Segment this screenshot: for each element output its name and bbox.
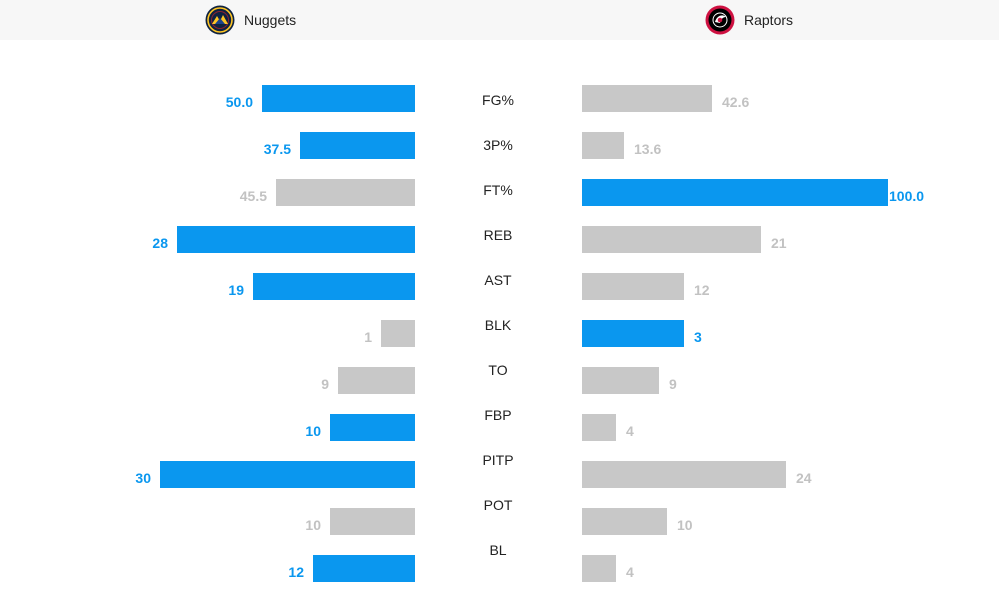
away-value-label: 24	[796, 470, 812, 486]
home-value-label: 1	[364, 329, 372, 345]
away-value-label: 4	[626, 423, 634, 439]
away-bar	[582, 367, 659, 394]
home-value-label: 19	[228, 282, 244, 298]
home-bar	[338, 367, 415, 394]
home-bar	[330, 508, 415, 535]
away-team[interactable]: Raptors	[705, 4, 793, 36]
away-bar	[582, 508, 667, 535]
away-value-label: 100.0	[889, 188, 925, 204]
home-value-label: 10	[305, 517, 321, 533]
home-bar	[160, 461, 415, 488]
home-bar	[253, 273, 415, 300]
home-bar	[177, 226, 415, 253]
away-bar	[582, 555, 616, 582]
category-label: FG%	[482, 92, 514, 108]
raptors-logo-icon	[705, 5, 735, 35]
category-label: FBP	[484, 407, 512, 423]
away-value-label: 4	[626, 564, 634, 580]
away-bar	[582, 226, 761, 253]
away-value-label: 21	[771, 235, 787, 251]
nuggets-logo-icon	[205, 5, 235, 35]
team-stats-comparison-chart: FG% 50.0 42.6 3P% 37.5 13.6 FT% 45.5 100.0 REB 28 2…	[0, 40, 999, 600]
home-value-label: 10	[305, 423, 321, 439]
category-label: BL	[489, 542, 507, 558]
away-value-label: 12	[694, 282, 710, 298]
away-value-label: 3	[694, 329, 702, 345]
home-value-label: 28	[152, 235, 168, 251]
away-bar	[582, 85, 712, 112]
category-label: REB	[483, 227, 513, 243]
home-bar	[330, 414, 415, 441]
home-value-label: 37.5	[263, 141, 291, 157]
category-label: BLK	[484, 317, 512, 333]
away-bar	[582, 461, 786, 488]
category-label: AST	[484, 272, 512, 288]
away-team-name: Raptors	[744, 12, 794, 28]
away-bar	[582, 132, 624, 159]
home-value-label: 9	[321, 376, 329, 392]
away-bar	[582, 320, 684, 347]
category-label: FT%	[483, 182, 513, 198]
home-bar	[276, 179, 415, 206]
home-bar	[313, 555, 415, 582]
home-value-label: 50.0	[225, 94, 253, 110]
category-label: PITP	[482, 452, 514, 468]
home-bar	[300, 132, 415, 159]
category-label: 3P%	[483, 137, 513, 153]
home-bar	[381, 320, 415, 347]
category-label: TO	[488, 362, 508, 378]
home-value-label: 30	[135, 470, 151, 486]
away-bar	[582, 179, 888, 206]
away-value-label: 10	[677, 517, 693, 533]
home-value-label: 45.5	[239, 188, 267, 204]
teams-header: Nuggets Raptors	[0, 0, 999, 40]
away-value-label: 42.6	[722, 94, 750, 110]
category-label: POT	[483, 497, 513, 513]
home-bar	[262, 85, 415, 112]
away-bar	[582, 414, 616, 441]
home-value-label: 12	[288, 564, 304, 580]
home-team[interactable]: Nuggets	[205, 4, 296, 36]
away-value-label: 13.6	[634, 141, 662, 157]
away-value-label: 9	[669, 376, 677, 392]
home-team-name: Nuggets	[244, 12, 297, 28]
away-bar	[582, 273, 684, 300]
